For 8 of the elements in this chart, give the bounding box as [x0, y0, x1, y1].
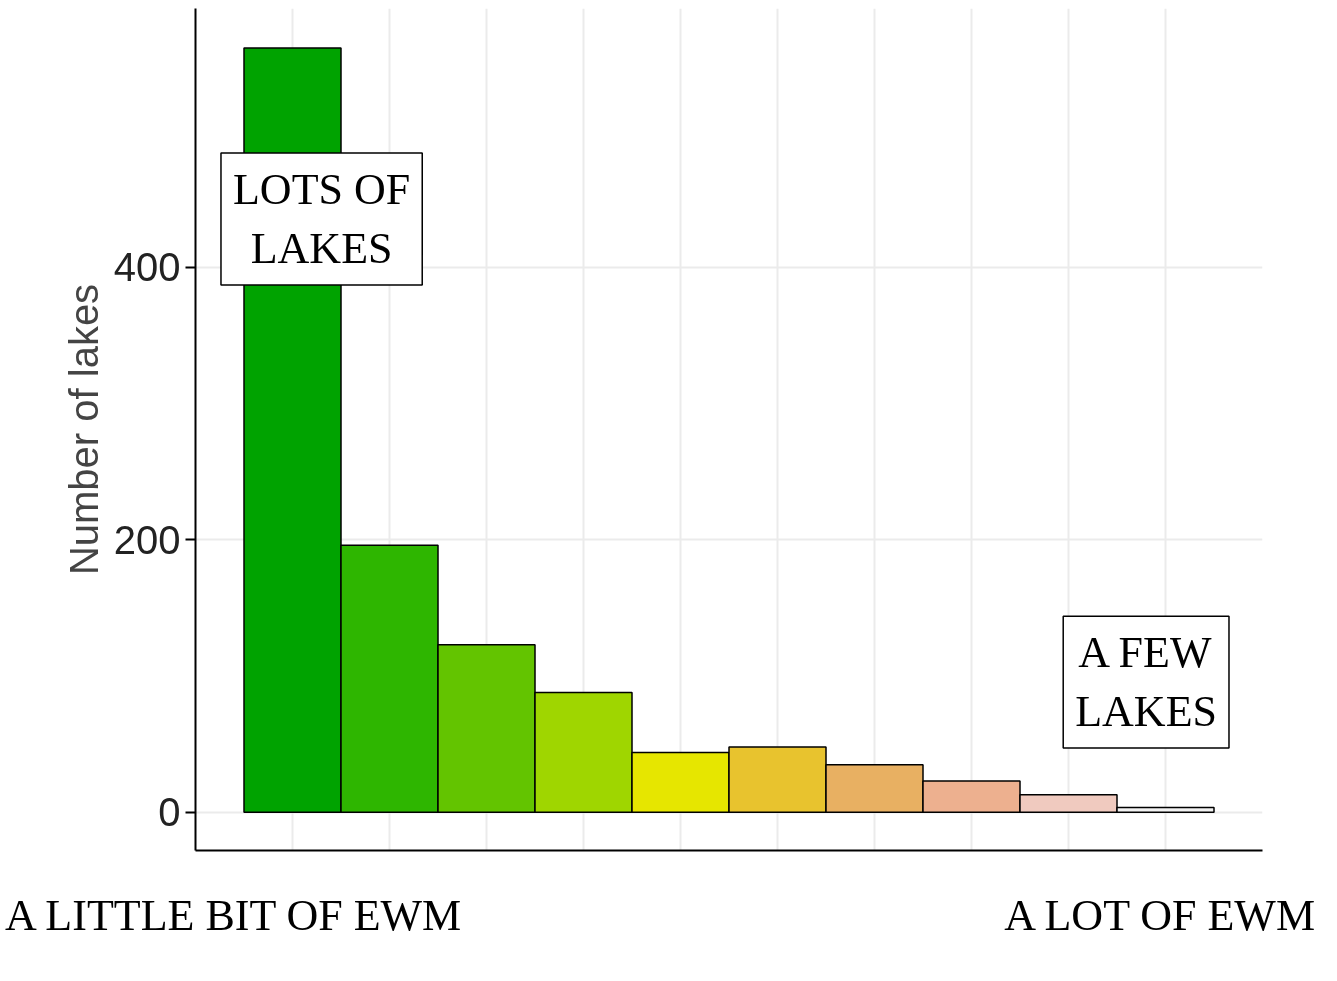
- y-tick-label: 200: [113, 517, 181, 562]
- text: A LITTLE BIT OF EWM: [5, 890, 462, 942]
- text: A LOT OF EWM: [1004, 890, 1315, 942]
- y-tick-label: 400: [113, 245, 181, 290]
- annotation: LOTS OF LAKES: [232, 165, 411, 273]
- y-axis-title: Number of lakes: [61, 283, 106, 576]
- annotation: A FEW LAKES: [1075, 628, 1217, 736]
- y-tick-label: 0: [158, 790, 181, 835]
